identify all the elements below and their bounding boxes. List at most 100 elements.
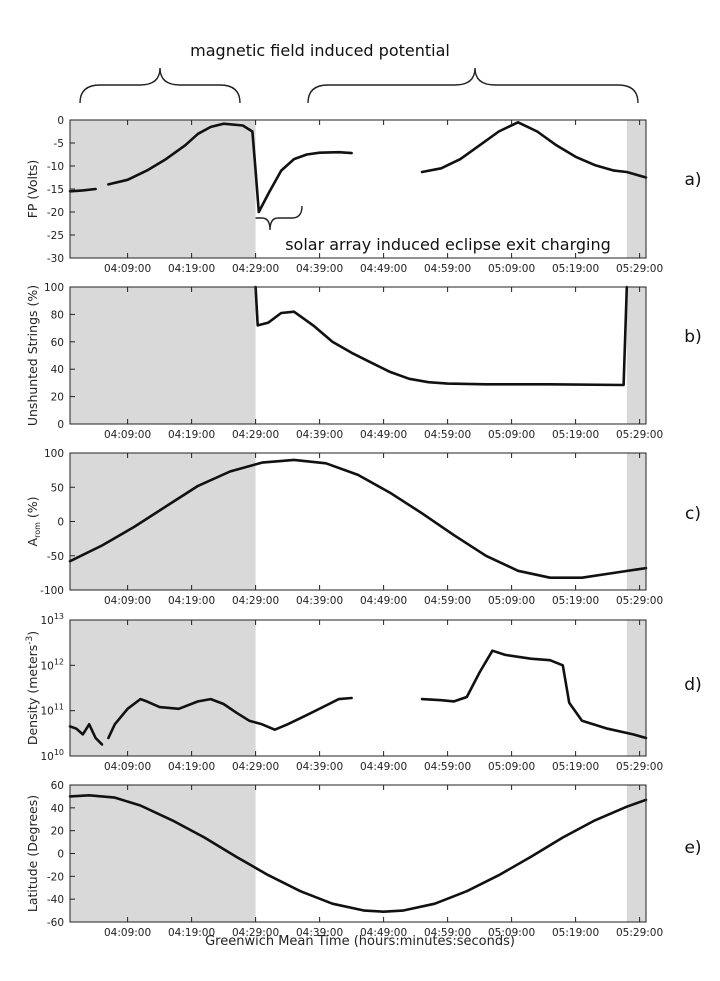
panel-3: -100 -50 0 50 100 04:09:00 04:19:00 04:29:00 04:… <box>25 448 701 607</box>
annotation-magnetic-field: magnetic field induced potential <box>190 41 450 60</box>
panel-label: b) <box>684 327 701 347</box>
y-tick-label: -40 <box>47 894 64 906</box>
panel-label: c) <box>685 504 701 524</box>
x-tick-label: 05:09:00 <box>488 595 535 607</box>
x-tick-label: 04:59:00 <box>424 761 471 773</box>
x-tick-label: 04:29:00 <box>232 429 279 441</box>
eclipse-shading <box>626 120 646 258</box>
y-tick-label: -30 <box>47 253 64 265</box>
panel-5: 60 40 20 0 -20 -40 -60 04:09:00 04:19:00 04:29:00… <box>25 780 702 939</box>
eclipse-shading <box>626 785 646 922</box>
y-tick-label: 0 <box>57 115 64 127</box>
x-tick-label: 05:19:00 <box>552 595 599 607</box>
x-tick-label: 05:09:00 <box>488 429 535 441</box>
x-tick-label: 05:19:00 <box>552 761 599 773</box>
plot-frame <box>69 619 647 757</box>
y-tick-label: 80 <box>51 309 64 321</box>
y-tick-label: -60 <box>47 917 64 929</box>
brace-left <box>79 67 241 104</box>
y-tick-label: 20 <box>51 826 64 838</box>
x-tick-label: 04:29:00 <box>232 595 279 607</box>
y-tick-label: 1011 <box>40 703 64 718</box>
data-line <box>420 649 648 740</box>
eclipse-shading <box>626 453 646 590</box>
x-tick-label: 05:19:00 <box>552 927 599 939</box>
plot-frame <box>69 286 647 425</box>
y-tick-label: -20 <box>47 207 64 219</box>
eclipse-shading <box>626 620 646 756</box>
x-tick-label: 04:09:00 <box>104 263 151 275</box>
x-tick-label: 04:59:00 <box>424 595 471 607</box>
eclipse-shading <box>70 620 256 756</box>
x-tick-label: 04:49:00 <box>360 761 407 773</box>
y-tick-label: 40 <box>51 803 64 815</box>
y-tick-label: 0 <box>57 419 64 431</box>
x-tick-label: 04:09:00 <box>104 595 151 607</box>
y-tick-label: 60 <box>51 337 64 349</box>
panel-label: e) <box>684 838 701 858</box>
data-line <box>68 794 648 913</box>
y-tick-label: -25 <box>47 230 64 242</box>
eclipse-shading <box>70 287 256 424</box>
x-tick-label: 04:19:00 <box>168 595 215 607</box>
x-tick-label: 05:09:00 <box>488 761 535 773</box>
y-tick-label: -20 <box>47 871 64 883</box>
x-tick-label: 04:39:00 <box>296 429 343 441</box>
y-axis-label: Unshunted Strings (%) <box>25 285 40 426</box>
y-tick-label: 1010 <box>40 748 64 763</box>
x-tick-label: 04:59:00 <box>424 429 471 441</box>
y-tick-label: -100 <box>40 585 64 597</box>
x-tick-label: 05:19:00 <box>552 263 599 275</box>
x-tick-label: 04:09:00 <box>104 927 151 939</box>
x-tick-label: 04:29:00 <box>232 927 279 939</box>
y-tick-label: -5 <box>54 138 64 150</box>
x-tick-label: 04:39:00 <box>296 263 343 275</box>
x-tick-label: 04:09:00 <box>104 429 151 441</box>
data-line <box>420 121 648 179</box>
y-tick-label: 60 <box>51 780 64 792</box>
x-tick-label: 04:19:00 <box>168 927 215 939</box>
x-tick-label: 04:19:00 <box>168 263 215 275</box>
data-line <box>68 723 104 746</box>
panels: 0 -5 -10 -15 -20 -25 -30 04:09:00 04:19:00 04:29:… <box>25 115 702 939</box>
x-tick-label: 04:49:00 <box>360 927 407 939</box>
x-tick-label: 05:09:00 <box>488 927 535 939</box>
x-tick-label: 05:19:00 <box>552 429 599 441</box>
x-tick-label: 05:29:00 <box>616 595 663 607</box>
y-tick-label: 50 <box>51 482 64 494</box>
x-tick-label: 04:29:00 <box>232 263 279 275</box>
annotation-eclipse-exit: solar array induced eclipse exit chargin… <box>285 235 611 254</box>
x-tick-label: 04:39:00 <box>296 927 343 939</box>
x-tick-label: 04:59:00 <box>424 263 471 275</box>
y-tick-label: 40 <box>51 364 64 376</box>
y-tick-label: -50 <box>47 551 64 563</box>
panel-1: 0 -5 -10 -15 -20 -25 -30 04:09:00 04:19:00 04:29:… <box>25 115 702 275</box>
data-line <box>107 122 353 214</box>
eclipse-shading <box>626 287 646 424</box>
y-tick-label: 0 <box>57 849 64 861</box>
y-tick-label: 100 <box>44 448 64 460</box>
x-tick-label: 04:59:00 <box>424 927 471 939</box>
x-tick-label: 05:09:00 <box>488 263 535 275</box>
x-tick-label: 04:39:00 <box>296 761 343 773</box>
x-tick-label: 05:29:00 <box>616 761 663 773</box>
y-tick-label: -10 <box>47 161 64 173</box>
eclipse-shading <box>70 453 256 590</box>
x-tick-label: 05:29:00 <box>616 263 663 275</box>
y-tick-label: 100 <box>44 282 64 294</box>
x-tick-label: 04:19:00 <box>168 761 215 773</box>
y-tick-label: 1013 <box>40 612 64 627</box>
x-axis-label: Greenwich Mean Time (hours:minutes:secon… <box>205 934 515 949</box>
x-tick-label: 04:49:00 <box>360 263 407 275</box>
x-tick-label: 05:29:00 <box>616 927 663 939</box>
panel-2: 0 20 40 60 80 100 04:09:00 04:19:00 04:29:00 04:3… <box>25 282 702 441</box>
data-line <box>68 458 648 579</box>
x-tick-label: 04:19:00 <box>168 429 215 441</box>
y-axis-label: FP (Volts) <box>25 160 40 219</box>
y-axis-label: Arom (%) <box>25 497 42 547</box>
panel-4: 1010 1011 1012 1013 04:09:00 04:19:00 04:29:00… <box>25 612 702 773</box>
x-tick-label: 04:49:00 <box>360 429 407 441</box>
x-tick-label: 04:39:00 <box>296 595 343 607</box>
eclipse-shading <box>70 785 256 922</box>
